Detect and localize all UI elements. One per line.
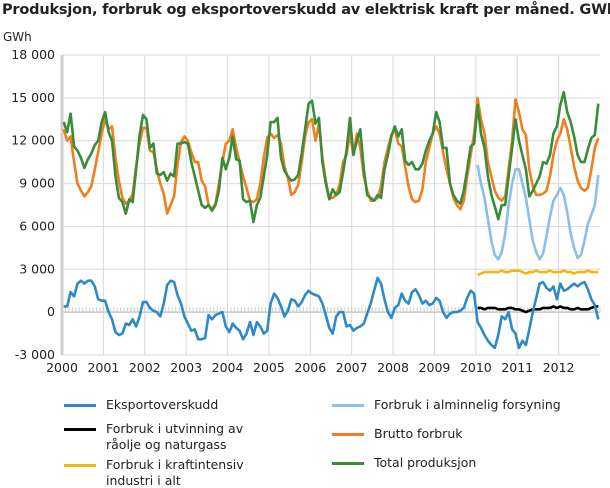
legend-item-alminnelig: Forbruk i alminnelig forsyning <box>332 397 594 413</box>
y-tick-label: 3 000 <box>19 261 55 276</box>
y-tick-label: 9 000 <box>19 176 55 191</box>
legend-item-brutto: Brutto forbruk <box>332 426 524 442</box>
legend-item-utvinning: Forbruk i utvinning av råolje og naturga… <box>64 421 256 453</box>
x-tick-label: 2005 <box>253 360 285 375</box>
legend-item-total: Total produksjon <box>332 455 524 471</box>
y-tick-label: 12 000 <box>11 133 55 148</box>
x-tick-label: 2000 <box>46 360 78 375</box>
legend-swatch <box>332 404 364 407</box>
chart-title: Produksjon, forbruk og eksportoverskudd … <box>2 2 610 18</box>
y-axis-label: GWh <box>3 30 32 44</box>
series-line-forbruk-i-kraftintensiv-industri-i-alt <box>477 269 599 277</box>
x-tick-label: 2001 <box>87 360 119 375</box>
x-tick-label: 2009 <box>419 360 451 375</box>
legend-label: Total produksjon <box>374 455 477 470</box>
x-tick-label: 2006 <box>294 360 326 375</box>
y-tick-label: -3 000 <box>15 347 55 362</box>
series-line-total-produksjon <box>62 90 600 224</box>
x-tick-label: 2007 <box>336 360 368 375</box>
y-tick-label: 15 000 <box>11 90 55 105</box>
x-tick-label: 2012 <box>543 360 575 375</box>
y-tick-label: 6 000 <box>19 218 55 233</box>
legend-swatch <box>64 404 96 407</box>
legend-swatch <box>64 428 96 431</box>
y-tick-label: 18 000 <box>11 47 55 62</box>
x-tick-label: 2002 <box>129 360 161 375</box>
legend-label: Forbruk i utvinning av råolje og naturga… <box>106 421 244 452</box>
legend-label: Brutto forbruk <box>374 426 463 441</box>
x-tick-label: 2008 <box>377 360 409 375</box>
x-tick-label: 2011 <box>501 360 533 375</box>
series-line-forbruk-i-alminnelig-forsyning <box>476 164 600 261</box>
series-line-forbruk-i-utvinning-av-råolje-og-naturgass <box>477 305 599 314</box>
legend-label: Forbruk i kraftintensiv industri i alt <box>106 457 244 488</box>
legend-swatch <box>332 433 364 436</box>
legend-label: Eksportoverskudd <box>106 397 219 412</box>
legend-label: Forbruk i alminnelig forsyning <box>374 397 561 412</box>
x-tick-label: 2010 <box>460 360 492 375</box>
x-tick-label: 2004 <box>212 360 244 375</box>
legend-swatch <box>332 462 364 465</box>
legend-swatch <box>64 464 96 467</box>
legend-item-eksportoverskudd: Eksportoverskudd <box>64 397 256 413</box>
series-line-eksportoverskudd <box>63 276 600 350</box>
x-tick-label: 2003 <box>170 360 202 375</box>
legend-item-kraftintensiv: Forbruk i kraftintensiv industri i alt <box>64 457 256 488</box>
y-tick-label: 0 <box>47 304 55 319</box>
